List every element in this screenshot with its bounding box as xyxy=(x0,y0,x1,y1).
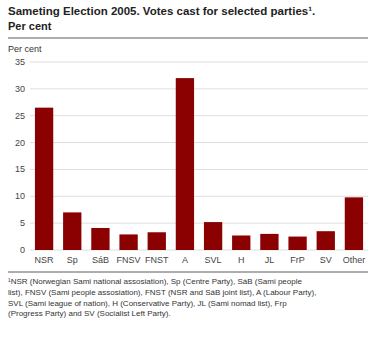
y-tick-label: 20 xyxy=(15,138,25,148)
bar xyxy=(119,234,137,250)
subtitle: Per cent xyxy=(8,20,52,32)
x-tick-label: H xyxy=(238,255,245,265)
x-tick-label: Other xyxy=(343,255,366,265)
y-tick-label: 5 xyxy=(20,218,25,228)
bars xyxy=(35,78,363,250)
grid-line xyxy=(30,115,368,116)
separator xyxy=(8,38,368,39)
x-tick-label: FNSV xyxy=(117,255,141,265)
grid-line xyxy=(30,62,368,63)
bar xyxy=(148,232,166,250)
x-tick-label: SVL xyxy=(205,255,222,265)
grid-line xyxy=(30,169,368,170)
bar xyxy=(204,222,222,250)
bar xyxy=(345,197,363,250)
footnote-line: SVL (Sami league of nation), H (Conserva… xyxy=(8,299,287,308)
bar xyxy=(232,235,250,250)
x-tick-label: A xyxy=(182,255,188,265)
x-tick-label: SáB xyxy=(92,255,109,265)
y-tick-label: 25 xyxy=(15,111,25,121)
x-tick-label: JL xyxy=(265,255,275,265)
footnote-line: (Progress Party) and SV (Socialist Left … xyxy=(8,309,171,318)
footnote-line: ¹NSR (Norwegian Sami national assosiatio… xyxy=(8,277,302,286)
footnote-line: list), FNSV (Sami people assosiation), F… xyxy=(8,288,316,297)
y-tick-label: 35 xyxy=(15,57,25,67)
bar xyxy=(288,237,306,250)
bar xyxy=(35,108,53,250)
grid xyxy=(30,62,368,250)
y-tick-label: 30 xyxy=(15,84,25,94)
x-tick-label: SV xyxy=(320,255,332,265)
bar xyxy=(91,228,109,250)
x-tick-label: Sp xyxy=(67,255,78,265)
bar xyxy=(260,234,278,250)
separator xyxy=(8,272,368,273)
chart: Sameting Election 2005. Votes cast for s… xyxy=(0,0,376,353)
bar xyxy=(176,78,194,250)
bar xyxy=(317,231,335,250)
y-axis-label: Per cent xyxy=(8,44,42,54)
x-tick-label: FNST xyxy=(145,255,169,265)
x-tick-label: FrP xyxy=(290,255,305,265)
x-tick-label: NSR xyxy=(35,255,55,265)
grid-line xyxy=(30,196,368,197)
title: Sameting Election 2005. Votes cast for s… xyxy=(8,5,315,17)
y-tick-label: 15 xyxy=(15,164,25,174)
grid-line xyxy=(30,142,368,143)
footnote: ¹NSR (Norwegian Sami national assosiatio… xyxy=(8,277,316,318)
y-tick-label: 10 xyxy=(15,191,25,201)
grid-line xyxy=(30,88,368,89)
bar xyxy=(63,212,81,250)
y-tick-label: 0 xyxy=(20,245,25,255)
